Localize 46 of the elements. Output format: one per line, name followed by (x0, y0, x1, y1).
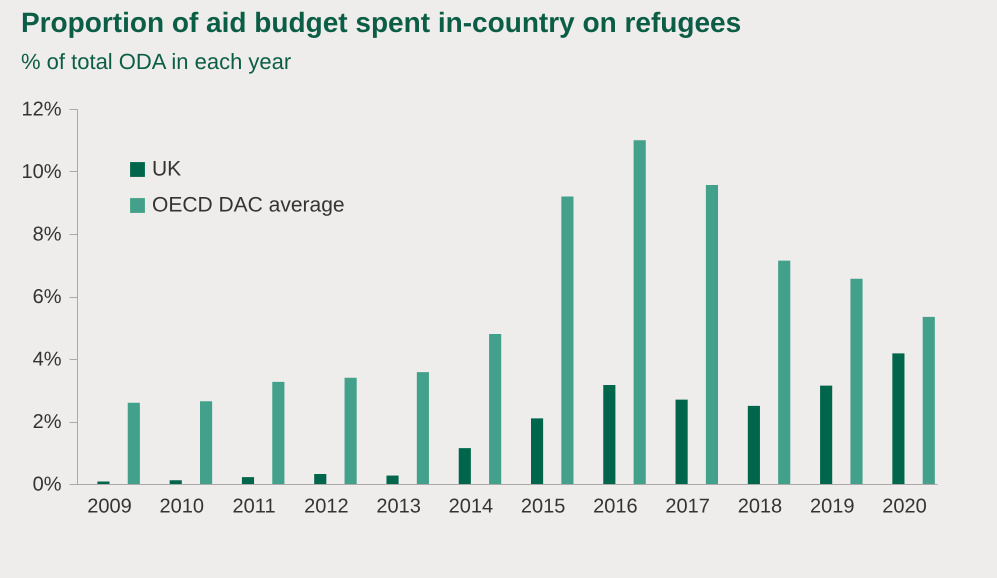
x-tick-label: 2019 (810, 496, 854, 518)
bar (272, 382, 284, 484)
x-tick-label: 2010 (160, 496, 204, 518)
bar (344, 378, 357, 484)
x-tick-label: 2016 (593, 496, 638, 518)
x-tick-label: 2011 (232, 496, 276, 518)
bar (128, 402, 140, 484)
bar (634, 140, 646, 484)
bar (706, 184, 718, 484)
y-tick-label: 2% (32, 411, 62, 433)
x-tick-label: 2018 (738, 496, 782, 518)
legend-label: UK (152, 158, 182, 180)
bar (922, 316, 935, 484)
x-tick-label: 2014 (448, 496, 494, 518)
legend-label: OECD DAC average (152, 194, 345, 216)
chart-title: Proportion of aid budget spent in-country on refugees (20, 7, 742, 38)
bar (242, 477, 254, 484)
bar (170, 480, 182, 484)
x-tick-label: 2013 (376, 496, 421, 518)
bar (778, 260, 790, 484)
y-tick-label: 0% (32, 474, 62, 496)
bar (200, 401, 212, 484)
x-tick-label: 2009 (87, 496, 132, 518)
x-tick-label: 2015 (520, 496, 566, 518)
bar (603, 384, 616, 484)
y-tick-label: 12% (21, 98, 62, 120)
bar (416, 372, 429, 484)
x-tick-label: 2017 (665, 496, 710, 518)
x-tick-label: 2012 (304, 496, 349, 518)
bar (489, 334, 502, 484)
bar (458, 448, 471, 484)
y-tick-label: 6% (32, 286, 62, 308)
x-tick-label: 2020 (882, 496, 927, 518)
y-tick-label: 4% (32, 348, 62, 370)
bar (676, 400, 688, 484)
bar (561, 196, 574, 484)
bar (820, 386, 832, 484)
bar (850, 278, 863, 484)
bar (748, 406, 760, 484)
chart-subtitle: % of total ODA in each year (20, 49, 292, 74)
y-tick-label: 10% (21, 161, 62, 183)
bar (386, 476, 399, 484)
y-tick-label: 8% (32, 224, 62, 246)
bar (892, 353, 904, 484)
bar (314, 474, 326, 484)
bar (530, 418, 544, 484)
